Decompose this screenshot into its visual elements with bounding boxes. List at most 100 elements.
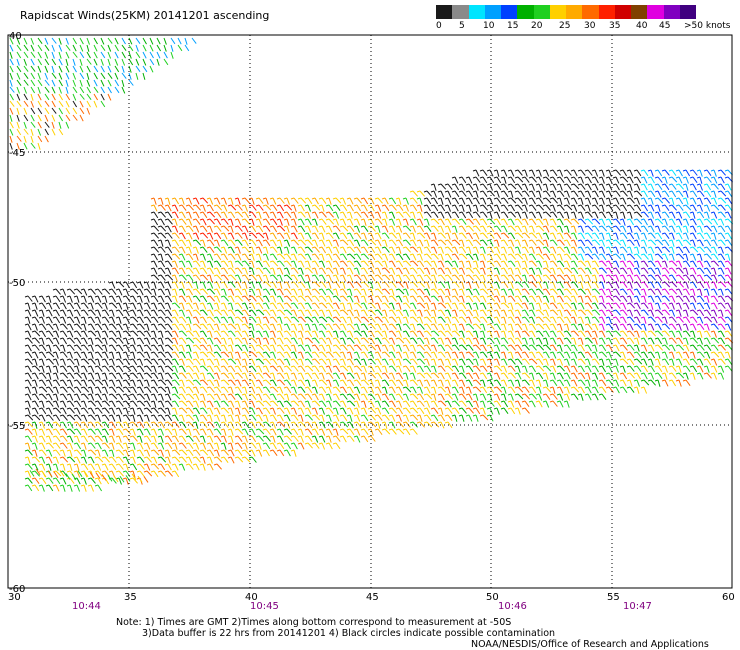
wind-barb (269, 337, 274, 340)
wind-barb (626, 190, 631, 193)
wind-barb (160, 295, 165, 303)
wind-barb (706, 274, 713, 281)
wind-barb (171, 351, 176, 354)
wind-barb (230, 239, 236, 246)
wind-barb (675, 302, 680, 305)
wind-barb (136, 295, 141, 298)
wind-barb (699, 176, 703, 184)
wind-barb (472, 295, 477, 298)
wind-barb (664, 344, 671, 351)
wind-barb (335, 253, 341, 261)
wind-barb (671, 197, 675, 205)
wind-barb (668, 295, 673, 298)
wind-barb (507, 190, 512, 193)
wind-barb (38, 337, 43, 340)
wind-barb (552, 267, 556, 275)
wind-barb (34, 302, 38, 310)
wind-barb (433, 316, 437, 324)
wind-barb (598, 344, 603, 347)
wind-barb (514, 267, 519, 270)
wind-barb (367, 309, 372, 312)
wind-barb (447, 358, 452, 366)
wind-barb (367, 351, 372, 354)
wind-barb (395, 197, 400, 200)
wind-barb (255, 260, 260, 263)
wind-barb (496, 246, 501, 254)
wind-barb (160, 337, 164, 345)
wind-barb (640, 260, 645, 263)
wind-barb (321, 239, 326, 247)
wind-barb (38, 309, 43, 312)
wind-barb (538, 232, 543, 240)
wind-barb (80, 330, 85, 333)
wind-barb (62, 372, 69, 379)
wind-barb (125, 316, 130, 324)
wind-barb (269, 295, 274, 298)
wind-barb (468, 246, 472, 254)
wind-barb (475, 351, 480, 359)
wind-barb (202, 225, 208, 232)
wind-barb (311, 274, 316, 277)
wind-barb (335, 316, 342, 323)
wind-barb (489, 197, 494, 205)
wind-barb (710, 274, 715, 277)
wind-barb (671, 176, 678, 183)
wind-barb (510, 295, 516, 302)
wind-barb (206, 316, 211, 319)
wind-barb (468, 253, 474, 260)
wind-barb (650, 323, 655, 331)
wind-barb (251, 344, 256, 352)
wind-barb (342, 330, 347, 338)
wind-barb (213, 337, 218, 340)
wind-barb (321, 260, 326, 268)
wind-barb (461, 316, 467, 323)
wind-barb (430, 358, 435, 361)
wind-barb (332, 330, 337, 333)
wind-barb (269, 288, 274, 291)
wind-barb (230, 225, 234, 233)
wind-barb (111, 337, 117, 344)
wind-barb (605, 358, 610, 361)
wind-barb (258, 260, 263, 268)
wind-barb (461, 302, 467, 310)
wind-barb (97, 365, 103, 372)
wind-barb (566, 281, 572, 289)
wind-barb (531, 232, 538, 239)
wind-barb (227, 365, 232, 368)
wind-barb (178, 260, 183, 263)
wind-barb (454, 246, 459, 254)
wind-barb (699, 295, 705, 302)
wind-barb (353, 211, 358, 214)
wind-barb (461, 176, 467, 184)
wind-barb (594, 246, 599, 254)
wind-barb (451, 211, 456, 214)
wind-barb (419, 344, 425, 351)
wind-barb (206, 239, 211, 242)
wind-barb (342, 253, 348, 261)
wind-barb (545, 190, 551, 197)
wind-barb (703, 246, 708, 249)
wind-barb (570, 225, 575, 228)
wind-barb (549, 295, 554, 298)
wind-barb (346, 316, 351, 319)
wind-barb (216, 260, 222, 268)
wind-barb (423, 365, 428, 368)
wind-barb (318, 337, 323, 340)
wind-barb (122, 344, 127, 347)
wind-barb (342, 225, 349, 232)
wind-barb (528, 204, 533, 207)
wind-barb (300, 197, 307, 204)
wind-barb (577, 288, 582, 291)
wind-barb (87, 302, 92, 305)
wind-barb (370, 267, 375, 275)
wind-barb (248, 267, 253, 270)
wind-barb (279, 281, 283, 289)
wind-barb (150, 365, 155, 368)
wind-barb (360, 211, 365, 214)
wind-barb (255, 281, 260, 284)
wind-barb (139, 337, 145, 345)
wind-barb (521, 309, 526, 312)
wind-barb (45, 365, 50, 368)
wind-barb (601, 323, 605, 331)
